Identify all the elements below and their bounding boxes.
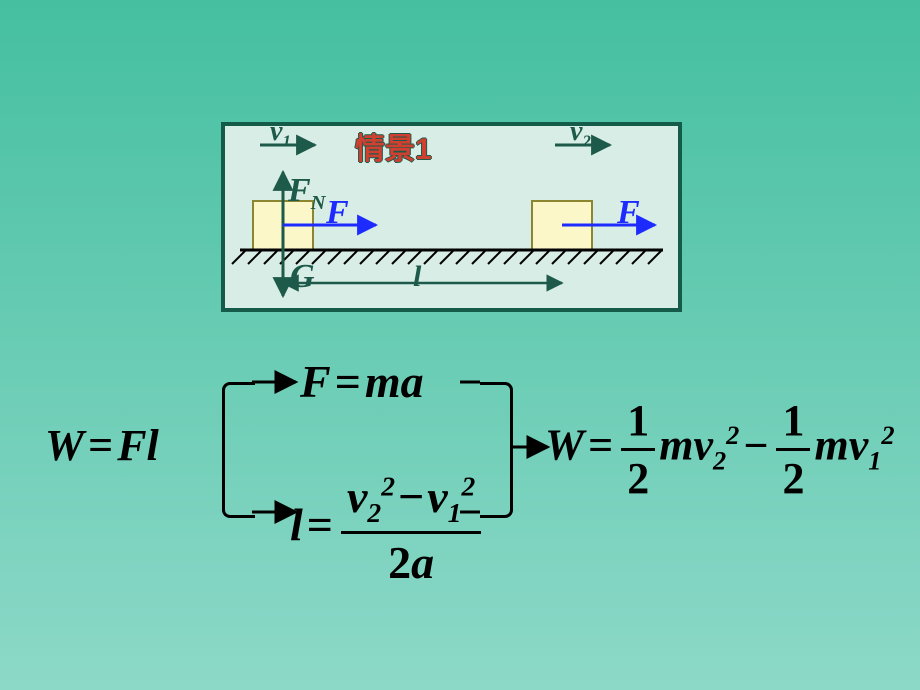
eq-v: v: [849, 421, 869, 470]
v2-subscript: 2: [582, 132, 590, 151]
equation-f-equals-ma: F=ma: [300, 355, 424, 408]
f-label-right: F: [617, 194, 640, 232]
g-symbol: G: [290, 258, 315, 295]
v1-symbol: v: [270, 116, 282, 147]
fn-label: FN: [288, 172, 325, 215]
g-label: G: [290, 258, 315, 296]
f-symbol: F: [617, 194, 640, 231]
eq-sup2: 2: [461, 471, 475, 502]
eq-sub2: 2: [367, 497, 381, 528]
eq-1: 1: [776, 395, 810, 446]
scenario-title-text: 情景1: [355, 133, 432, 166]
eq-2: 2: [388, 537, 411, 588]
left-bracket: [222, 382, 255, 518]
eq-ma: ma: [365, 356, 424, 407]
v1-label: v1: [270, 116, 291, 152]
f-symbol: F: [326, 194, 349, 231]
eq-w: W: [45, 421, 84, 470]
eq-sub2: 2: [713, 445, 726, 475]
eq-2: 2: [621, 453, 655, 504]
fn-symbol: F: [288, 172, 311, 209]
scenario-title: 情景1: [355, 124, 432, 168]
eq-v: v: [427, 471, 447, 522]
v1-subscript: 1: [282, 132, 290, 151]
equation-work-kinetic-energy: W=12mv22−12mv12: [545, 395, 895, 504]
eq-m: m: [659, 421, 693, 470]
eq-v: v: [693, 421, 713, 470]
eq-f: F: [300, 356, 331, 407]
eq-w: W: [545, 421, 584, 470]
eq-2: 2: [776, 453, 810, 504]
v2-symbol: v: [570, 116, 582, 147]
eq-sup2: 2: [381, 471, 395, 502]
eq-1: 1: [621, 395, 655, 446]
equation-w-equals-fl: W=Fl: [45, 420, 159, 471]
f-label-left: F: [326, 194, 349, 232]
eq-v: v: [347, 471, 367, 522]
l-label: l: [413, 260, 421, 294]
equation-l-kinematics: l= v22−v12 2maa: [290, 470, 485, 589]
l-symbol: l: [413, 260, 421, 293]
eq-sup2: 2: [881, 420, 894, 450]
eq-sub1: 1: [448, 497, 462, 528]
eq-m: m: [814, 421, 848, 470]
eq-sub1: 1: [868, 445, 881, 475]
eq-l: l: [290, 499, 303, 550]
v2-label: v2: [570, 116, 591, 152]
eq-sup2: 2: [726, 420, 739, 450]
fn-subscript: N: [311, 192, 326, 214]
eq-fl: Fl: [117, 421, 159, 470]
